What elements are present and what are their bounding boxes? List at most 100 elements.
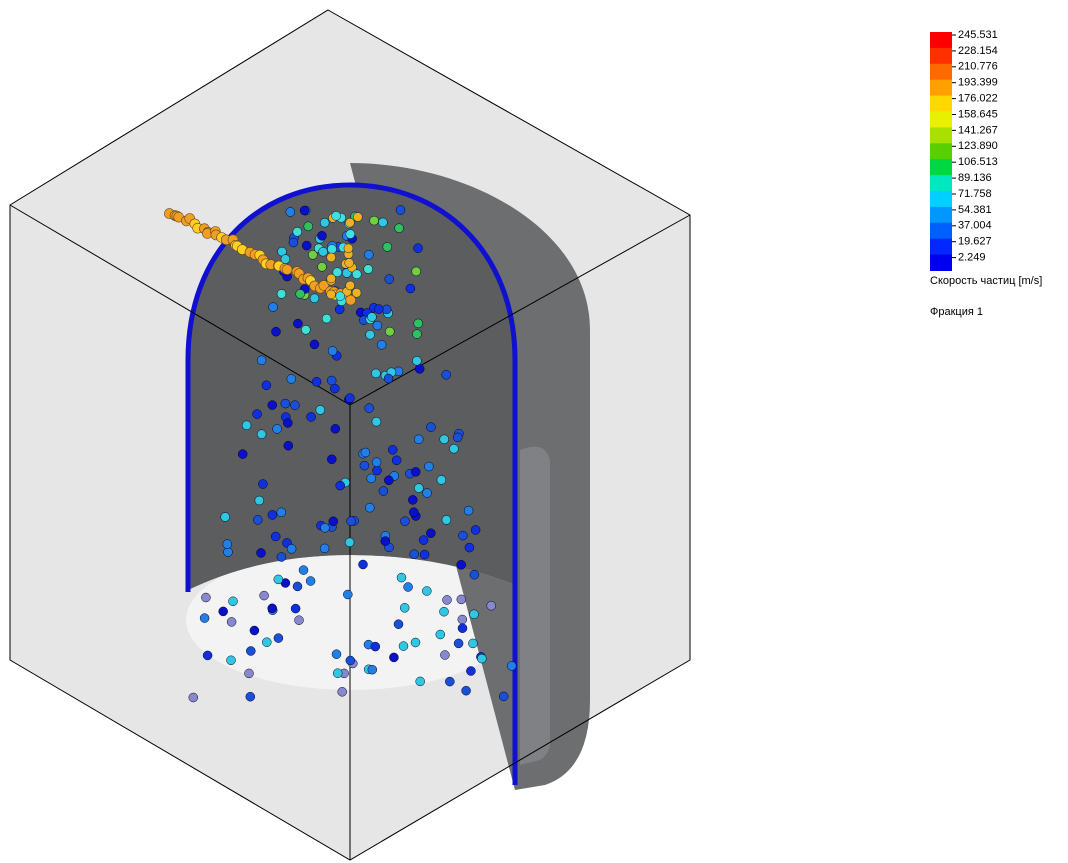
particle bbox=[442, 370, 451, 379]
particle bbox=[335, 305, 344, 314]
particle bbox=[345, 538, 354, 547]
particle bbox=[257, 356, 266, 365]
particle bbox=[412, 267, 421, 276]
particle bbox=[250, 626, 259, 635]
legend-label: 158.645 bbox=[958, 108, 998, 120]
particle bbox=[320, 544, 329, 553]
particle bbox=[317, 231, 326, 240]
particle bbox=[388, 445, 397, 454]
particle bbox=[260, 591, 269, 600]
particle bbox=[400, 517, 409, 526]
particle bbox=[462, 686, 471, 695]
particle bbox=[383, 242, 392, 251]
particle bbox=[419, 536, 428, 545]
particle bbox=[395, 224, 404, 233]
legend-swatch bbox=[930, 255, 952, 271]
legend-label: 123.890 bbox=[958, 140, 998, 152]
particle bbox=[274, 634, 283, 643]
legend-label: 71.758 bbox=[958, 188, 992, 200]
particle bbox=[364, 250, 373, 259]
particle bbox=[457, 595, 466, 604]
particle bbox=[336, 292, 345, 301]
particle bbox=[361, 448, 370, 457]
particle bbox=[284, 441, 293, 450]
legend-title: Скорость частиц [m/s] bbox=[930, 275, 1042, 287]
particle bbox=[293, 227, 302, 236]
particle bbox=[353, 213, 362, 222]
particle bbox=[415, 364, 424, 373]
particle bbox=[409, 508, 418, 517]
particle bbox=[449, 444, 458, 453]
particle bbox=[312, 377, 321, 386]
particle bbox=[440, 607, 449, 616]
particle bbox=[300, 206, 309, 215]
legend-swatch bbox=[930, 191, 952, 207]
particle bbox=[327, 455, 336, 464]
particle bbox=[269, 303, 278, 312]
particle bbox=[301, 325, 310, 334]
particle bbox=[420, 550, 429, 559]
particle bbox=[384, 476, 393, 485]
particle bbox=[454, 639, 463, 648]
particle bbox=[346, 656, 355, 665]
particle bbox=[304, 222, 313, 231]
particle bbox=[458, 615, 467, 624]
particle bbox=[352, 288, 361, 297]
particle bbox=[189, 693, 198, 702]
particle bbox=[227, 617, 236, 626]
particle bbox=[470, 570, 479, 579]
particle bbox=[359, 560, 368, 569]
particle bbox=[310, 294, 319, 303]
legend-label: 2.249 bbox=[958, 252, 986, 264]
particle bbox=[268, 401, 277, 410]
particle bbox=[223, 540, 232, 549]
particle bbox=[414, 435, 423, 444]
particle bbox=[422, 587, 431, 596]
particle bbox=[487, 601, 496, 610]
legend-swatch bbox=[930, 112, 952, 128]
particle bbox=[414, 319, 423, 328]
particle bbox=[360, 461, 369, 470]
particle bbox=[287, 544, 296, 553]
legend-label: 228.154 bbox=[958, 45, 998, 57]
particle bbox=[352, 270, 361, 279]
particle bbox=[379, 487, 388, 496]
particle bbox=[332, 650, 341, 659]
legend-swatch bbox=[930, 175, 952, 191]
particle bbox=[318, 262, 327, 271]
legend-label: 210.776 bbox=[958, 61, 998, 73]
particle bbox=[424, 462, 433, 471]
particle bbox=[327, 253, 336, 262]
particle bbox=[404, 583, 413, 592]
particle bbox=[442, 515, 451, 524]
legend-label: 141.267 bbox=[958, 124, 998, 136]
particle bbox=[201, 593, 210, 602]
particle bbox=[396, 206, 405, 215]
particle bbox=[377, 340, 386, 349]
particle bbox=[277, 289, 286, 298]
particle bbox=[200, 614, 209, 623]
particle bbox=[295, 616, 304, 625]
particle bbox=[367, 313, 376, 322]
particle bbox=[328, 346, 337, 355]
particle bbox=[336, 481, 345, 490]
particle bbox=[368, 665, 377, 674]
particle bbox=[411, 638, 420, 647]
particle bbox=[330, 384, 339, 393]
shell-highlight bbox=[520, 447, 550, 765]
particle bbox=[227, 656, 236, 665]
legend-label: 245.531 bbox=[958, 29, 998, 41]
legend-swatch bbox=[930, 64, 952, 80]
particle bbox=[329, 517, 338, 526]
particle bbox=[397, 573, 406, 582]
particle bbox=[253, 515, 262, 524]
particle bbox=[371, 369, 380, 378]
particle bbox=[257, 430, 266, 439]
particle bbox=[406, 284, 415, 293]
particle bbox=[277, 508, 286, 517]
legend-label: 54.381 bbox=[958, 204, 992, 216]
particle bbox=[468, 639, 477, 648]
particle bbox=[287, 374, 296, 383]
particle bbox=[338, 687, 347, 696]
particle bbox=[345, 258, 354, 267]
